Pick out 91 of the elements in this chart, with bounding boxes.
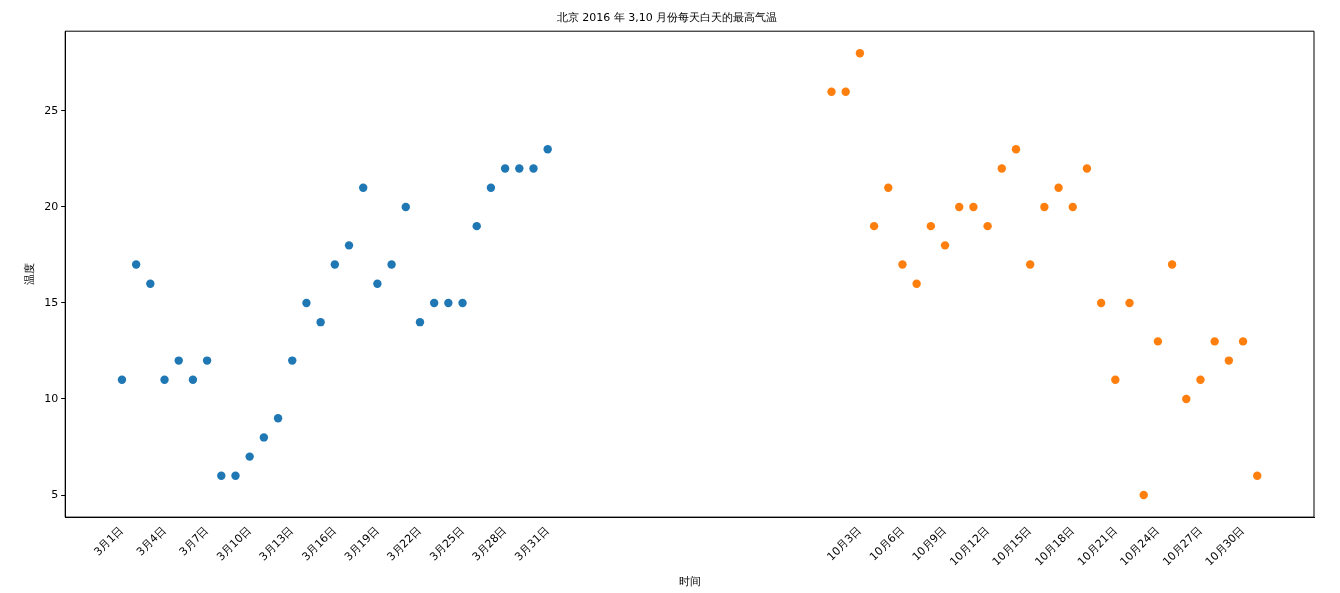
y-tick-label: 10 [44, 391, 59, 405]
x-tick-label: 3月25日 [427, 523, 467, 564]
point [1253, 471, 1262, 481]
point [1040, 202, 1049, 212]
point [1011, 145, 1021, 154]
point [1125, 298, 1134, 308]
point [273, 414, 283, 423]
point [202, 356, 212, 365]
point [387, 260, 396, 269]
point [1068, 202, 1077, 212]
x-axis-title: 时间 [678, 575, 701, 589]
x-tick-label: 3月28日 [469, 523, 510, 564]
point [131, 260, 141, 269]
point [1182, 394, 1191, 404]
point [543, 145, 552, 154]
point [429, 298, 439, 308]
x-tick-label: 3月16日 [299, 523, 339, 564]
point [1224, 356, 1234, 365]
x-tick-label: 10月3日 [824, 523, 865, 564]
point [1025, 260, 1035, 269]
point [983, 221, 992, 231]
point [160, 375, 169, 384]
point [1196, 375, 1205, 384]
point [898, 260, 907, 269]
point [1210, 337, 1219, 346]
point [146, 279, 155, 288]
point [174, 356, 183, 365]
x-tick-label: 3月1日 [91, 523, 127, 559]
x-tick-label: 10月6日 [867, 523, 907, 564]
point [500, 164, 510, 173]
point [841, 87, 850, 96]
y-tick-label: 25 [44, 103, 59, 117]
point [1082, 164, 1092, 173]
point [245, 452, 254, 461]
point [940, 241, 950, 250]
point [955, 202, 964, 212]
x-tick-label: 3月19日 [341, 523, 382, 564]
y-axis-title: 温度 [23, 263, 37, 286]
point [359, 183, 368, 192]
point [444, 298, 453, 308]
x-tick-label: 3月22日 [384, 523, 425, 564]
point [884, 183, 893, 192]
y-tick-label: 20 [44, 199, 59, 213]
y-tick-label: 15 [44, 295, 59, 309]
point [1096, 298, 1106, 308]
point [515, 164, 524, 173]
point [486, 183, 496, 192]
x-tick-label: 3月4日 [134, 523, 169, 559]
point [458, 298, 467, 308]
x-tick-label: 10月24日 [1117, 523, 1163, 569]
x-tick-label: 3月7日 [176, 523, 212, 559]
point [373, 279, 382, 288]
x-tick-label: 10月30日 [1202, 523, 1248, 569]
point [1054, 183, 1063, 192]
point [855, 49, 865, 58]
point [472, 221, 481, 231]
point [1153, 337, 1163, 346]
point [1139, 490, 1148, 500]
point [1167, 260, 1177, 269]
point [401, 202, 410, 212]
point [316, 317, 325, 327]
point [926, 221, 936, 231]
point [288, 356, 297, 365]
point [1111, 375, 1120, 384]
point [1238, 337, 1248, 346]
x-tick-label: 10月21日 [1074, 523, 1120, 569]
x-tick-label: 10月9日 [909, 523, 950, 564]
point [912, 279, 921, 288]
point [415, 317, 425, 327]
point [969, 202, 978, 212]
x-tick-label: 10月27日 [1160, 523, 1205, 569]
x-tick-label: 10月15日 [989, 523, 1035, 569]
x-tick-label: 3月13日 [256, 523, 297, 564]
point [827, 87, 836, 96]
point [217, 471, 226, 481]
point [302, 298, 311, 308]
point [188, 375, 198, 384]
y-tick-label: 5 [51, 487, 59, 501]
point [869, 221, 879, 231]
point [344, 241, 354, 250]
point [259, 433, 269, 442]
point [330, 260, 340, 269]
x-tick-label: 3月31日 [512, 523, 552, 564]
chart-title: 北京 2016 年 3,10 月份每天白天的最高气温 [556, 11, 778, 25]
point [529, 164, 538, 173]
point [231, 471, 240, 481]
point [117, 375, 127, 384]
x-tick-label: 10月12日 [947, 523, 992, 569]
x-tick-label: 10月18日 [1032, 523, 1077, 569]
x-tick-label: 3月10日 [214, 523, 254, 564]
point [997, 164, 1006, 173]
